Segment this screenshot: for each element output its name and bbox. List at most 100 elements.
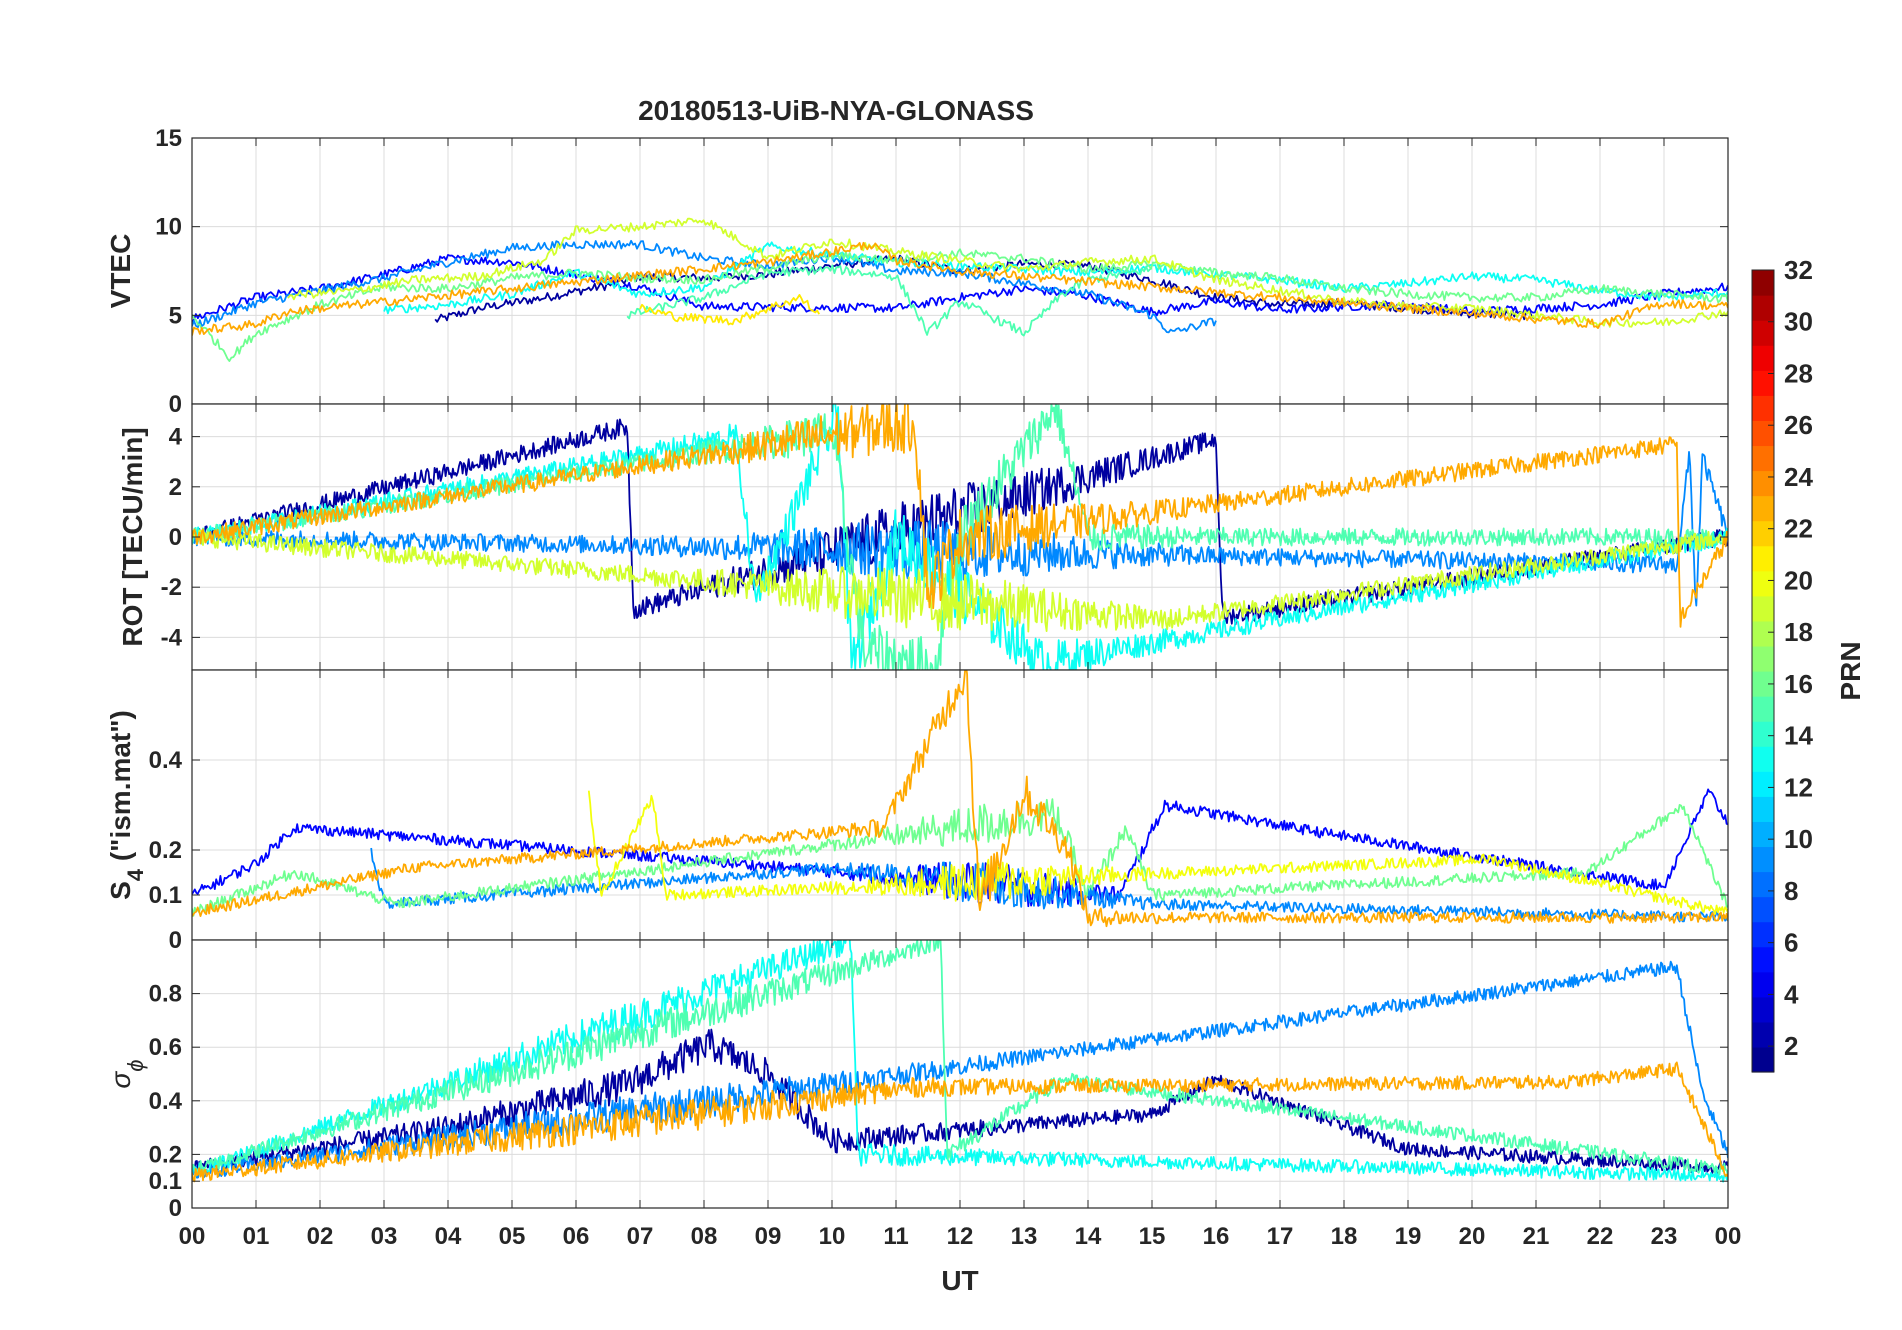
- colorbar-swatch: [1752, 971, 1774, 998]
- series-line-prn-19: [192, 529, 1728, 633]
- panel-series: [192, 670, 1728, 928]
- series-line-prn-23: [192, 241, 1728, 336]
- colorbar-tick-label: 24: [1784, 462, 1813, 492]
- y-tick-label: 0.2: [149, 1141, 182, 1168]
- series-line-prn-9: [192, 960, 1728, 1179]
- colorbar-tick-label: 32: [1784, 255, 1813, 285]
- y-tick-label: 2: [169, 474, 182, 501]
- y-axis-label-rest: ("ism.mat"): [105, 710, 136, 869]
- y-tick-label: 0.1: [149, 1168, 182, 1195]
- colorbar-swatch: [1752, 370, 1774, 396]
- panel-series: [192, 404, 1728, 670]
- series-line-prn-23: [192, 670, 1728, 928]
- y-tick-label: 0: [169, 524, 182, 551]
- colorbar-swatch: [1752, 771, 1774, 797]
- series-line-prn-23: [192, 1061, 1728, 1183]
- colorbar-swatch: [1752, 1046, 1774, 1073]
- colorbar-swatch: [1752, 495, 1774, 522]
- x-tick-label: 07: [627, 1223, 654, 1250]
- colorbar-tick-label: 8: [1784, 876, 1798, 906]
- colorbar-swatch: [1752, 445, 1774, 472]
- colorbar-swatch: [1752, 520, 1774, 547]
- y-axis-label-sub: 4: [123, 868, 148, 881]
- colorbar-swatch: [1752, 996, 1774, 1023]
- y-tick-label: 0.4: [149, 1088, 183, 1115]
- y-tick-label: 0: [169, 1195, 182, 1222]
- colorbar-swatch: [1752, 671, 1774, 697]
- x-tick-label: 04: [435, 1223, 462, 1250]
- x-tick-label: 08: [691, 1223, 718, 1250]
- colorbar-swatch: [1752, 921, 1774, 948]
- panel-3: 00.10.20.4S4 ("ism.mat"): [105, 669, 1729, 954]
- colorbar-tick-label: 14: [1784, 721, 1813, 751]
- x-tick-label: 14: [1075, 1223, 1102, 1250]
- x-tick-label: 18: [1331, 1223, 1358, 1250]
- colorbar-tick-label: 28: [1784, 358, 1813, 388]
- x-tick-label: 13: [1011, 1223, 1038, 1250]
- x-tick-label: 06: [563, 1223, 590, 1250]
- colorbar-swatch: [1752, 796, 1774, 822]
- y-axis-label: VTEC: [105, 234, 136, 309]
- colorbar-swatch: [1752, 570, 1774, 597]
- colorbar-tick-label: 12: [1784, 772, 1813, 802]
- x-tick-label: 21: [1523, 1223, 1550, 1250]
- x-tick-label: 02: [307, 1223, 334, 1250]
- y-tick-label: -2: [161, 574, 182, 601]
- colorbar-tick-label: 4: [1784, 979, 1799, 1009]
- y-tick-label: 10: [155, 214, 182, 241]
- colorbar-swatch: [1752, 320, 1774, 346]
- colorbar-tick-label: 26: [1784, 410, 1813, 440]
- x-tick-label: 11: [883, 1223, 908, 1250]
- x-tick-label: 00: [179, 1223, 206, 1250]
- colorbar-tick-label: 2: [1784, 1031, 1798, 1061]
- colorbar-tick-label: 10: [1784, 824, 1813, 854]
- y-tick-label: 0: [169, 391, 182, 418]
- y-axis-label: ROT [TECU/min]: [117, 427, 148, 646]
- y-tick-label: 0.8: [149, 981, 182, 1008]
- x-tick-label: 23: [1651, 1223, 1678, 1250]
- y-tick-label: 0.2: [149, 837, 182, 864]
- y-tick-label: 5: [169, 302, 182, 329]
- series-line-prn-9: [370, 847, 1728, 923]
- x-tick-label: 01: [243, 1223, 270, 1250]
- colorbar-swatch: [1752, 871, 1774, 898]
- x-tick-label: 15: [1139, 1223, 1166, 1250]
- colorbar-swatch: [1752, 645, 1774, 672]
- x-tick-label: 17: [1267, 1223, 1294, 1250]
- y-tick-label: 0.1: [149, 882, 182, 909]
- series-line-prn-15: [626, 264, 1153, 337]
- x-tick-label: 16: [1203, 1223, 1230, 1250]
- series-line-prn-23: [192, 404, 1728, 628]
- series-line-prn-13: [383, 241, 1728, 315]
- colorbar-swatch: [1752, 620, 1774, 647]
- colorbar-tick-label: 6: [1784, 928, 1798, 958]
- colorbar-swatch: [1752, 721, 1774, 747]
- panel-2: -4 -2 0 2 4 ROT [TECU/min]: [117, 403, 1729, 671]
- panel-series: [192, 217, 1728, 362]
- series-line-prn-5: [192, 254, 1728, 323]
- panel-series: [192, 940, 1728, 1183]
- series-line-prn-21: [639, 294, 820, 326]
- colorbar-tick-label: 18: [1784, 617, 1813, 647]
- y-tick-label: 15: [155, 125, 182, 152]
- panel-4: 00.10.2 0.4 0.6 0.8 σϕ: [105, 939, 1729, 1222]
- x-tick-label: 20: [1459, 1223, 1486, 1250]
- colorbar-swatch: [1752, 595, 1774, 622]
- y-tick-label: 0: [169, 927, 182, 954]
- colorbar-swatch: [1752, 345, 1774, 371]
- x-tick-label: 03: [371, 1223, 398, 1250]
- colorbar-swatch: [1752, 395, 1774, 421]
- series-line-prn-20: [587, 790, 1728, 915]
- y-tick-label: 4: [169, 424, 183, 451]
- x-tick-label: 00: [1715, 1223, 1742, 1250]
- series-line-prn-15: [192, 940, 1728, 1177]
- colorbar-swatch: [1752, 470, 1774, 497]
- colorbar-tick-label: 22: [1784, 514, 1813, 544]
- y-tick-label: 0.4: [149, 747, 183, 774]
- x-tick-label: 10: [819, 1223, 846, 1250]
- colorbar-swatch: [1752, 1021, 1774, 1048]
- colorbar-tick-label: 20: [1784, 565, 1813, 595]
- colorbar-tick-label: 16: [1784, 669, 1813, 699]
